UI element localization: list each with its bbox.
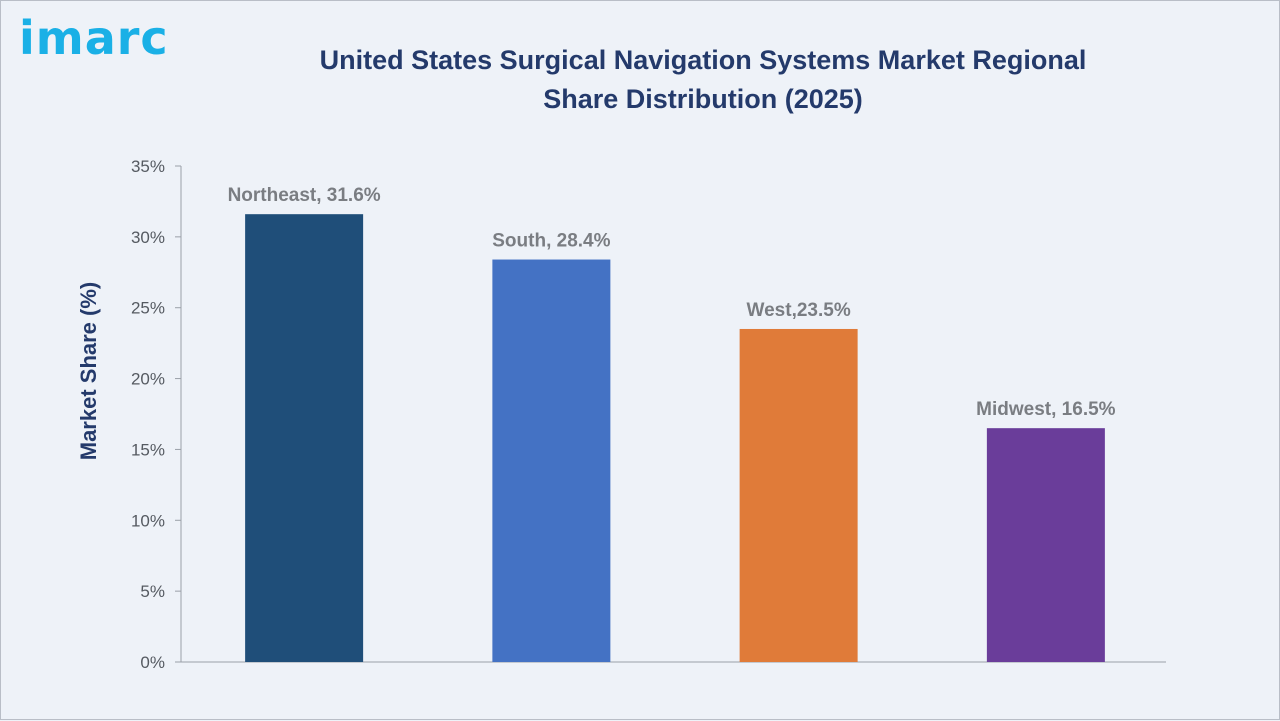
y-tick-label: 25% — [131, 299, 165, 318]
y-tick-label: 0% — [140, 653, 165, 672]
bar-west — [739, 328, 858, 662]
y-tick-label: 10% — [131, 511, 165, 530]
chart-title: United States Surgical Navigation System… — [319, 45, 1087, 114]
y-tick-label: 15% — [131, 440, 165, 459]
imarc-logo: imarc — [19, 11, 169, 65]
y-tick-label: 30% — [131, 228, 165, 247]
data-label-northeast: Northeast, 31.6% — [228, 185, 381, 206]
y-tick-label: 5% — [140, 582, 165, 601]
data-labels: Northeast, 31.6% South, 28.4% West,23.5% Mi… — [228, 185, 1116, 420]
data-label-midwest: Midwest, 16.5% — [976, 399, 1115, 420]
bars — [245, 214, 1105, 662]
y-tick-label: 35% — [131, 157, 165, 176]
y-tick-label: 20% — [131, 370, 165, 389]
data-label-west: West,23.5% — [747, 300, 851, 321]
bar-south — [492, 259, 611, 662]
data-label-south: South, 28.4% — [492, 231, 610, 252]
bar-midwest — [986, 428, 1105, 662]
bar-northeast — [245, 214, 364, 662]
